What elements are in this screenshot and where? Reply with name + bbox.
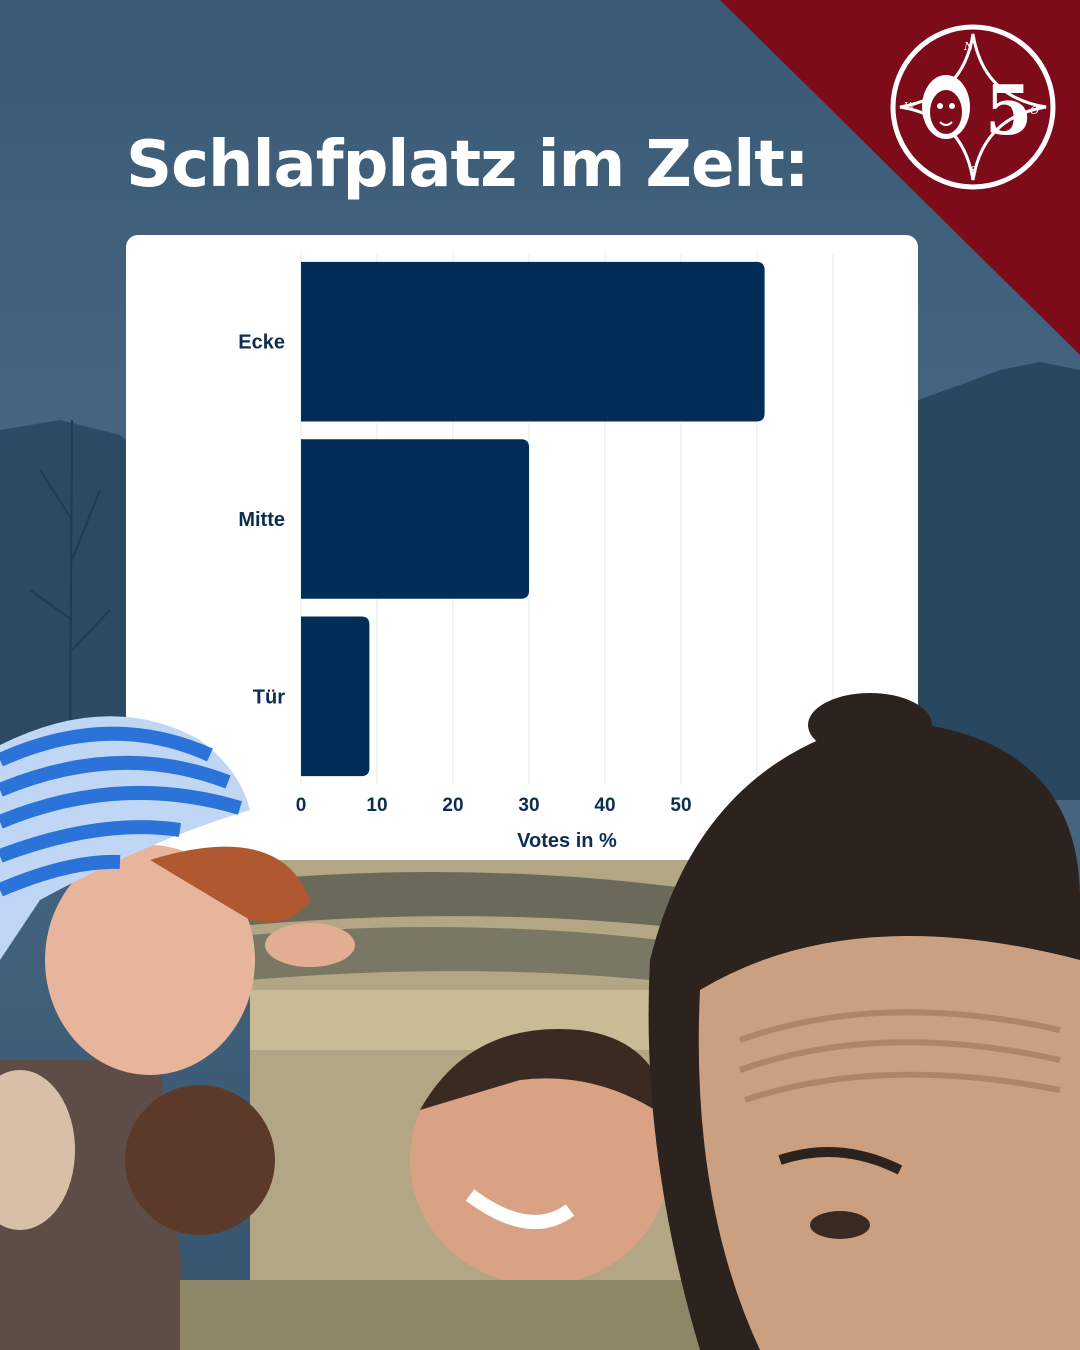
tick-label: 20 — [442, 795, 463, 816]
logo-numeral: 5 — [985, 71, 1032, 151]
tick-label: 40 — [594, 795, 615, 816]
x-axis-label: Votes in % — [517, 830, 617, 852]
tick-label: 50 — [670, 795, 691, 816]
category-label: Tür — [253, 686, 285, 708]
tick-label: 30 — [518, 795, 539, 816]
logo-letter-o: O — [1030, 104, 1039, 117]
scout-group-emblem-icon: 5 N W S O — [888, 22, 1058, 192]
logo-letter-s: S — [970, 164, 978, 177]
page-title: Schlafplatz im Zelt: — [126, 128, 809, 202]
tick-label: 10 — [366, 795, 387, 816]
striped-hat — [0, 716, 250, 960]
bar-mitte — [301, 439, 529, 599]
category-label: Mitte — [238, 509, 285, 531]
logo-letter-w: W — [904, 100, 917, 113]
bar-chart: Ecke Mitte Tür 0 10 20 30 40 50 Votes in % — [238, 253, 834, 852]
bars — [301, 261, 765, 777]
category-label: Ecke — [238, 332, 285, 354]
logo-letter-n: N — [963, 40, 974, 53]
person-middle-face — [410, 1035, 670, 1285]
category-labels: Ecke Mitte Tür — [238, 332, 285, 709]
tick-label: 0 — [296, 795, 307, 816]
tick-labels: 0 10 20 30 40 50 — [296, 795, 692, 816]
bar-tür — [301, 616, 370, 777]
person-left-face — [45, 845, 255, 1075]
person-right-face — [698, 936, 1080, 1350]
bar-ecke — [301, 261, 765, 422]
mountain-silhouette-right — [918, 362, 1080, 800]
